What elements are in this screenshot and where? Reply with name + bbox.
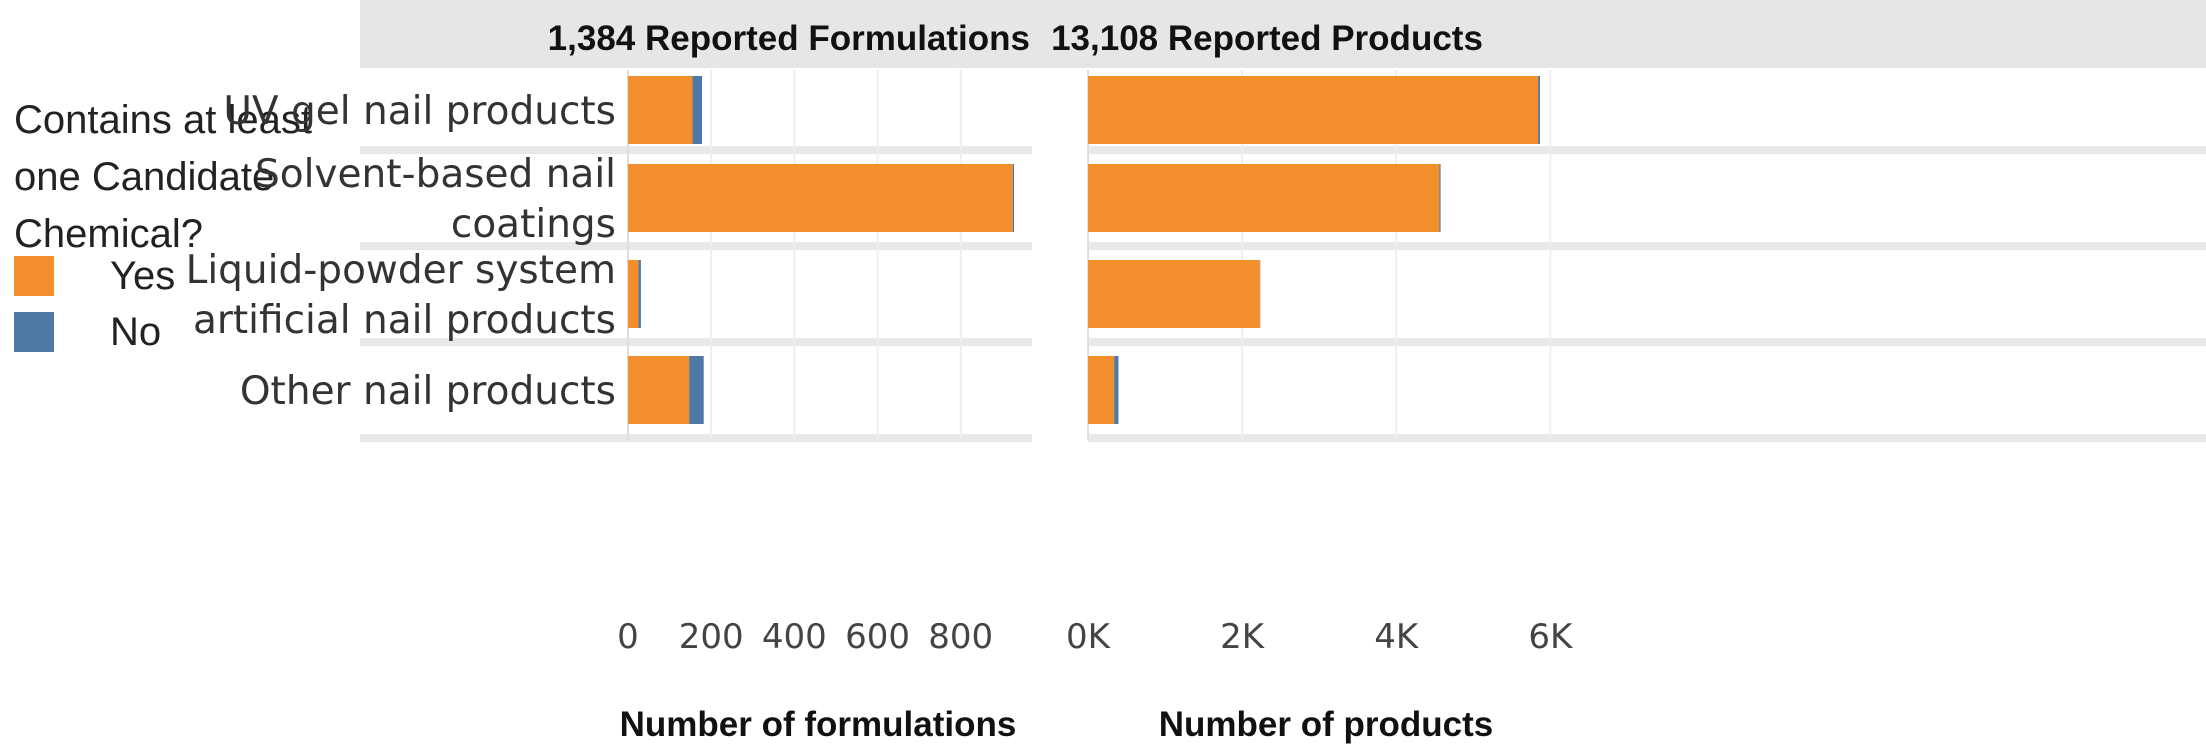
labels-layer: 1,384 Reported Formulations 13,108 Report… — [186, 19, 1483, 414]
bar-yes — [628, 356, 690, 424]
category-label: UV gel nail products — [223, 89, 616, 134]
bars-layer — [628, 76, 1540, 424]
bar-yes — [628, 76, 693, 144]
x-tick-label: 400 — [762, 617, 827, 657]
bar-no — [1439, 164, 1441, 232]
axis-layer: 0 200 400 600 800 Number of formulations 0K 2K 4… — [617, 617, 1574, 744]
panel-gap — [1032, 68, 1088, 442]
x-axis-title: Number of products — [1159, 705, 1493, 744]
legend-title: Contains at least one Candidate Chemical… — [14, 98, 312, 256]
grid-layer — [360, 68, 2206, 442]
legend-label-no: No — [110, 309, 162, 354]
bar-yes — [1088, 164, 1440, 232]
legend-item-no: No — [14, 310, 161, 354]
panel-title: 1,384 Reported Formulations — [548, 19, 1030, 58]
category-label: coatings — [451, 202, 616, 247]
header-band — [360, 0, 2206, 68]
legend-item-yes: Yes — [14, 254, 175, 298]
row-separator — [360, 434, 2206, 442]
panel-title: 13,108 Reported Products — [1051, 19, 1483, 58]
x-tick-label: 800 — [928, 617, 993, 657]
x-axis-title: Number of formulations — [620, 705, 1017, 744]
bar-yes — [1088, 260, 1260, 328]
bar-no — [689, 356, 704, 424]
bar-yes — [628, 164, 1013, 232]
bar-yes — [1088, 76, 1539, 144]
category-label: artificial nail products — [193, 298, 616, 343]
category-label: Solvent-based nail — [255, 152, 616, 197]
row-separator — [360, 338, 2206, 346]
bar-no — [1012, 164, 1014, 232]
row-separator — [360, 146, 2206, 154]
x-tick-label: 6K — [1528, 617, 1574, 657]
x-tick-label: 4K — [1374, 617, 1420, 657]
category-label: Liquid-powder system — [186, 248, 616, 293]
bar-no — [1114, 356, 1119, 424]
legend-label-yes: Yes — [110, 253, 176, 298]
bar-no — [638, 260, 641, 328]
x-tick-label: 200 — [679, 617, 744, 657]
bar-no — [1538, 76, 1540, 144]
x-tick-label: 2K — [1220, 617, 1266, 657]
bar-no — [692, 76, 703, 144]
legend-swatch-no — [14, 312, 54, 352]
legend-swatch-yes — [14, 256, 54, 296]
x-tick-label: 0 — [617, 617, 639, 657]
bar-yes — [628, 260, 639, 328]
bar-yes — [1088, 356, 1115, 424]
row-separator — [360, 242, 2206, 250]
category-label: Other nail products — [240, 369, 616, 414]
header-band-bg — [360, 0, 2206, 68]
x-tick-label: 0K — [1066, 617, 1112, 657]
x-tick-label: 600 — [845, 617, 910, 657]
